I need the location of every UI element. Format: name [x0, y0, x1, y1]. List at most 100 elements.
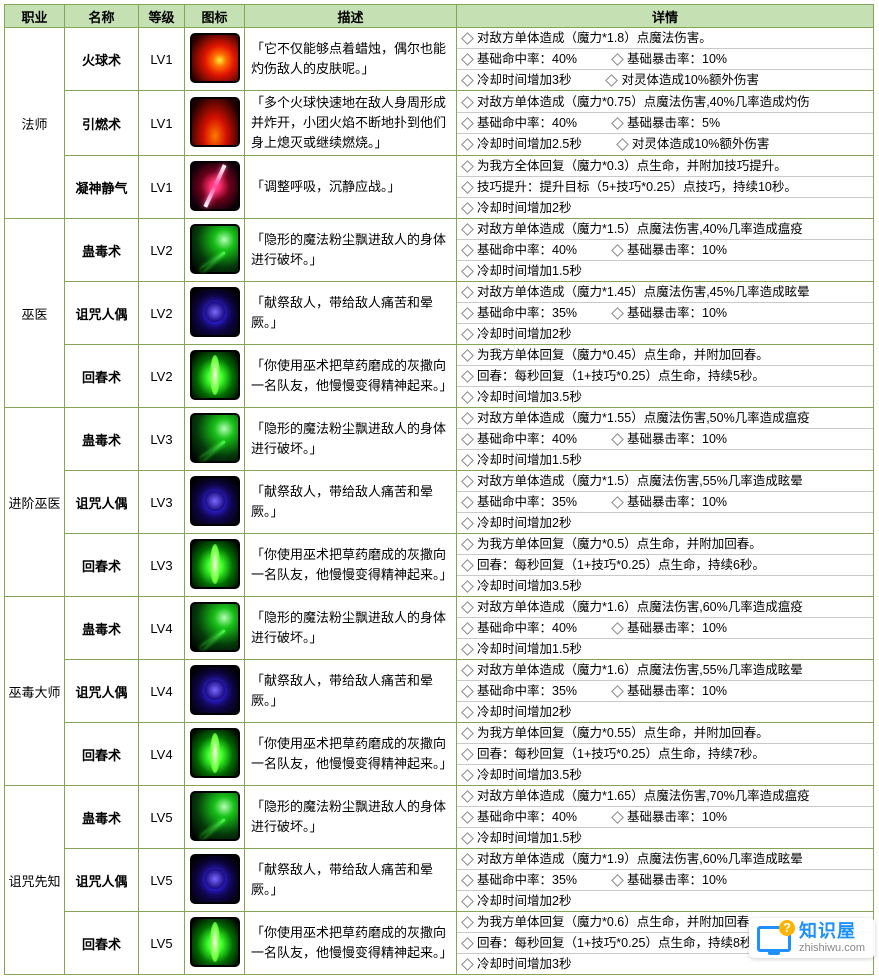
skill-level: LV1	[139, 28, 185, 91]
skill-name: 蛊毒术	[65, 219, 139, 282]
watermark-icon: ?	[757, 924, 791, 952]
skill-detail: 对敌方单体造成（魔力*1.6）点魔法伤害,55%几率造成眩晕基础命中率：35%基…	[457, 660, 874, 723]
table-row: 诅咒先知蛊毒术LV5「隐形的魔法粉尘飘进敌人的身体进行破坏。」对敌方单体造成（魔…	[5, 786, 874, 849]
skill-name: 凝神静气	[65, 156, 139, 219]
skill-level: LV3	[139, 534, 185, 597]
skill-icon-cell	[185, 534, 245, 597]
table-row: 诅咒人偶LV5「献祭敌人，带给敌人痛苦和晕厥。」对敌方单体造成（魔力*1.9）点…	[5, 849, 874, 912]
plague-icon	[190, 791, 240, 841]
detail-line: 基础命中率：40%基础暴击率：10%	[457, 617, 873, 638]
skill-icon-cell	[185, 471, 245, 534]
detail-line: 冷却时间增加3.5秒	[457, 575, 873, 596]
detail-line: 冷却时间增加2秒	[457, 197, 873, 218]
detail-line: 冷却时间增加3.5秒	[457, 386, 873, 407]
table-row: 回春术LV4「你使用巫术把草药磨成的灰撒向一名队友，他慢慢变得精神起来。」为我方…	[5, 723, 874, 786]
detail-line: 对敌方单体造成（魔力*1.9）点魔法伤害,60%几率造成眩晕	[457, 849, 873, 869]
plague-icon	[190, 602, 240, 652]
curse-icon	[190, 287, 240, 337]
skill-icon-cell	[185, 849, 245, 912]
skill-desc: 「献祭敌人，带给敌人痛苦和晕厥。」	[245, 282, 457, 345]
skill-detail: 对敌方单体造成（魔力*1.8）点魔法伤害。基础命中率：40%基础暴击率：10%冷…	[457, 28, 874, 91]
skill-name: 回春术	[65, 534, 139, 597]
skill-name: 蛊毒术	[65, 597, 139, 660]
detail-line: 基础命中率：40%基础暴击率：5%	[457, 112, 873, 133]
skill-name: 回春术	[65, 912, 139, 975]
table-row: 诅咒人偶LV2「献祭敌人，带给敌人痛苦和晕厥。」对敌方单体造成（魔力*1.45）…	[5, 282, 874, 345]
table-row: 进阶巫医蛊毒术LV3「隐形的魔法粉尘飘进敌人的身体进行破坏。」对敌方单体造成（魔…	[5, 408, 874, 471]
skill-table: 职业 名称 等级 图标 描述 详情 法师火球术LV1「它不仅能够点着蜡烛，偶尔也…	[4, 4, 874, 975]
skill-name: 诅咒人偶	[65, 471, 139, 534]
curse-icon	[190, 476, 240, 526]
skill-desc: 「隐形的魔法粉尘飘进敌人的身体进行破坏。」	[245, 408, 457, 471]
table-row: 法师火球术LV1「它不仅能够点着蜡烛，偶尔也能灼伤敌人的皮肤呢。」对敌方单体造成…	[5, 28, 874, 91]
detail-line: 冷却时间增加3秒对灵体造成10%额外伤害	[457, 69, 873, 90]
skill-desc: 「献祭敌人，带给敌人痛苦和晕厥。」	[245, 660, 457, 723]
job-cell: 法师	[5, 28, 65, 219]
detail-line: 基础命中率：40%基础暴击率：10%	[457, 239, 873, 260]
skill-level: LV2	[139, 345, 185, 408]
skill-detail: 对敌方单体造成（魔力*1.5）点魔法伤害,55%几率造成眩晕基础命中率：35%基…	[457, 471, 874, 534]
skill-desc: 「它不仅能够点着蜡烛，偶尔也能灼伤敌人的皮肤呢。」	[245, 28, 457, 91]
skill-name: 诅咒人偶	[65, 282, 139, 345]
detail-line: 基础命中率：35%基础暴击率：10%	[457, 491, 873, 512]
curse-icon	[190, 854, 240, 904]
table-row: 引燃术LV1「多个火球快速地在敌人身周形成并炸开，小团火焰不断地扑到他们身上熄灭…	[5, 91, 874, 156]
skill-level: LV3	[139, 471, 185, 534]
table-row: 诅咒人偶LV4「献祭敌人，带给敌人痛苦和晕厥。」对敌方单体造成（魔力*1.6）点…	[5, 660, 874, 723]
table-row: 回春术LV3 「你使用巫术把草药磨成的灰撒向一名队友，他慢慢变得精神起来。」为我方…	[5, 534, 874, 597]
skill-name: 火球术	[65, 28, 139, 91]
job-cell: 巫毒大师	[5, 597, 65, 786]
job-cell: 巫医	[5, 219, 65, 408]
regrow-icon	[190, 539, 240, 589]
regrow-icon	[190, 728, 240, 778]
detail-line: 冷却时间增加2秒	[457, 890, 873, 911]
skill-name: 诅咒人偶	[65, 660, 139, 723]
detail-line: 回春：每秒回复（1+技巧*0.25）点生命，持续7秒。	[457, 743, 873, 764]
detail-line: 冷却时间增加2秒	[457, 701, 873, 722]
job-cell: 诅咒先知	[5, 786, 65, 975]
header-desc: 描述	[245, 5, 457, 28]
skill-desc: 「调整呼吸，沉静应战。」	[245, 156, 457, 219]
detail-line: 冷却时间增加1.5秒	[457, 827, 873, 848]
skill-icon-cell	[185, 219, 245, 282]
detail-line: 冷却时间增加2秒	[457, 323, 873, 344]
watermark-title: 知识屋	[799, 921, 856, 941]
detail-line: 基础命中率：35%基础暴击率：10%	[457, 869, 873, 890]
skill-desc: 「隐形的魔法粉尘飘进敌人的身体进行破坏。」	[245, 786, 457, 849]
skill-desc: 「你使用巫术把草药磨成的灰撒向一名队友，他慢慢变得精神起来。」	[245, 912, 457, 975]
skill-detail: 为我方单体回复（魔力*0.55）点生命，并附加回春。回春：每秒回复（1+技巧*0…	[457, 723, 874, 786]
skill-icon-cell	[185, 786, 245, 849]
skill-name: 回春术	[65, 723, 139, 786]
skill-desc: 「你使用巫术把草药磨成的灰撒向一名队友，他慢慢变得精神起来。」	[245, 534, 457, 597]
detail-line: 回春：每秒回复（1+技巧*0.25）点生命，持续6秒。	[457, 554, 873, 575]
detail-line: 对敌方单体造成（魔力*1.45）点魔法伤害,45%几率造成眩晕	[457, 282, 873, 302]
detail-line: 冷却时间增加2.5秒对灵体造成10%额外伤害	[457, 133, 873, 154]
skill-desc: 「你使用巫术把草药磨成的灰撒向一名队友，他慢慢变得精神起来。」	[245, 723, 457, 786]
skill-icon-cell	[185, 156, 245, 219]
skill-detail: 为我方单体回复（魔力*0.45）点生命，并附加回春。回春：每秒回复（1+技巧*0…	[457, 345, 874, 408]
skill-level: LV2	[139, 219, 185, 282]
detail-line: 冷却时间增加2秒	[457, 512, 873, 533]
skill-name: 回春术	[65, 345, 139, 408]
skill-detail: 为我方单体回复（魔力*0.5）点生命，并附加回春。回春：每秒回复（1+技巧*0.…	[457, 534, 874, 597]
skill-detail: 对敌方单体造成（魔力*1.55）点魔法伤害,50%几率造成瘟疫基础命中率：40%…	[457, 408, 874, 471]
skill-detail: 对敌方单体造成（魔力*1.6）点魔法伤害,60%几率造成瘟疫基础命中率：40%基…	[457, 597, 874, 660]
plague-icon	[190, 224, 240, 274]
skill-detail: 对敌方单体造成（魔力*1.45）点魔法伤害,45%几率造成眩晕基础命中率：35%…	[457, 282, 874, 345]
skill-level: LV5	[139, 849, 185, 912]
skill-detail: 对敌方单体造成（魔力*1.65）点魔法伤害,70%几率造成瘟疫基础命中率：40%…	[457, 786, 874, 849]
skill-desc: 「献祭敌人，带给敌人痛苦和晕厥。」	[245, 471, 457, 534]
regrow-icon	[190, 350, 240, 400]
skill-desc: 「你使用巫术把草药磨成的灰撒向一名队友，他慢慢变得精神起来。」	[245, 345, 457, 408]
detail-line: 基础命中率：40%基础暴击率：10%	[457, 48, 873, 69]
detail-line: 对敌方单体造成（魔力*1.8）点魔法伤害。	[457, 28, 873, 48]
skill-level: LV1	[139, 156, 185, 219]
skill-icon-cell	[185, 408, 245, 471]
skill-name: 诅咒人偶	[65, 849, 139, 912]
skill-icon-cell	[185, 597, 245, 660]
skill-icon-cell	[185, 912, 245, 975]
header-name: 名称	[65, 5, 139, 28]
skill-level: LV5	[139, 786, 185, 849]
detail-line: 技巧提升：提升目标（5+技巧*0.25）点技巧，持续10秒。	[457, 176, 873, 197]
skill-detail: 对敌方单体造成（魔力*0.75）点魔法伤害,40%几率造成灼伤基础命中率：40%…	[457, 91, 874, 156]
